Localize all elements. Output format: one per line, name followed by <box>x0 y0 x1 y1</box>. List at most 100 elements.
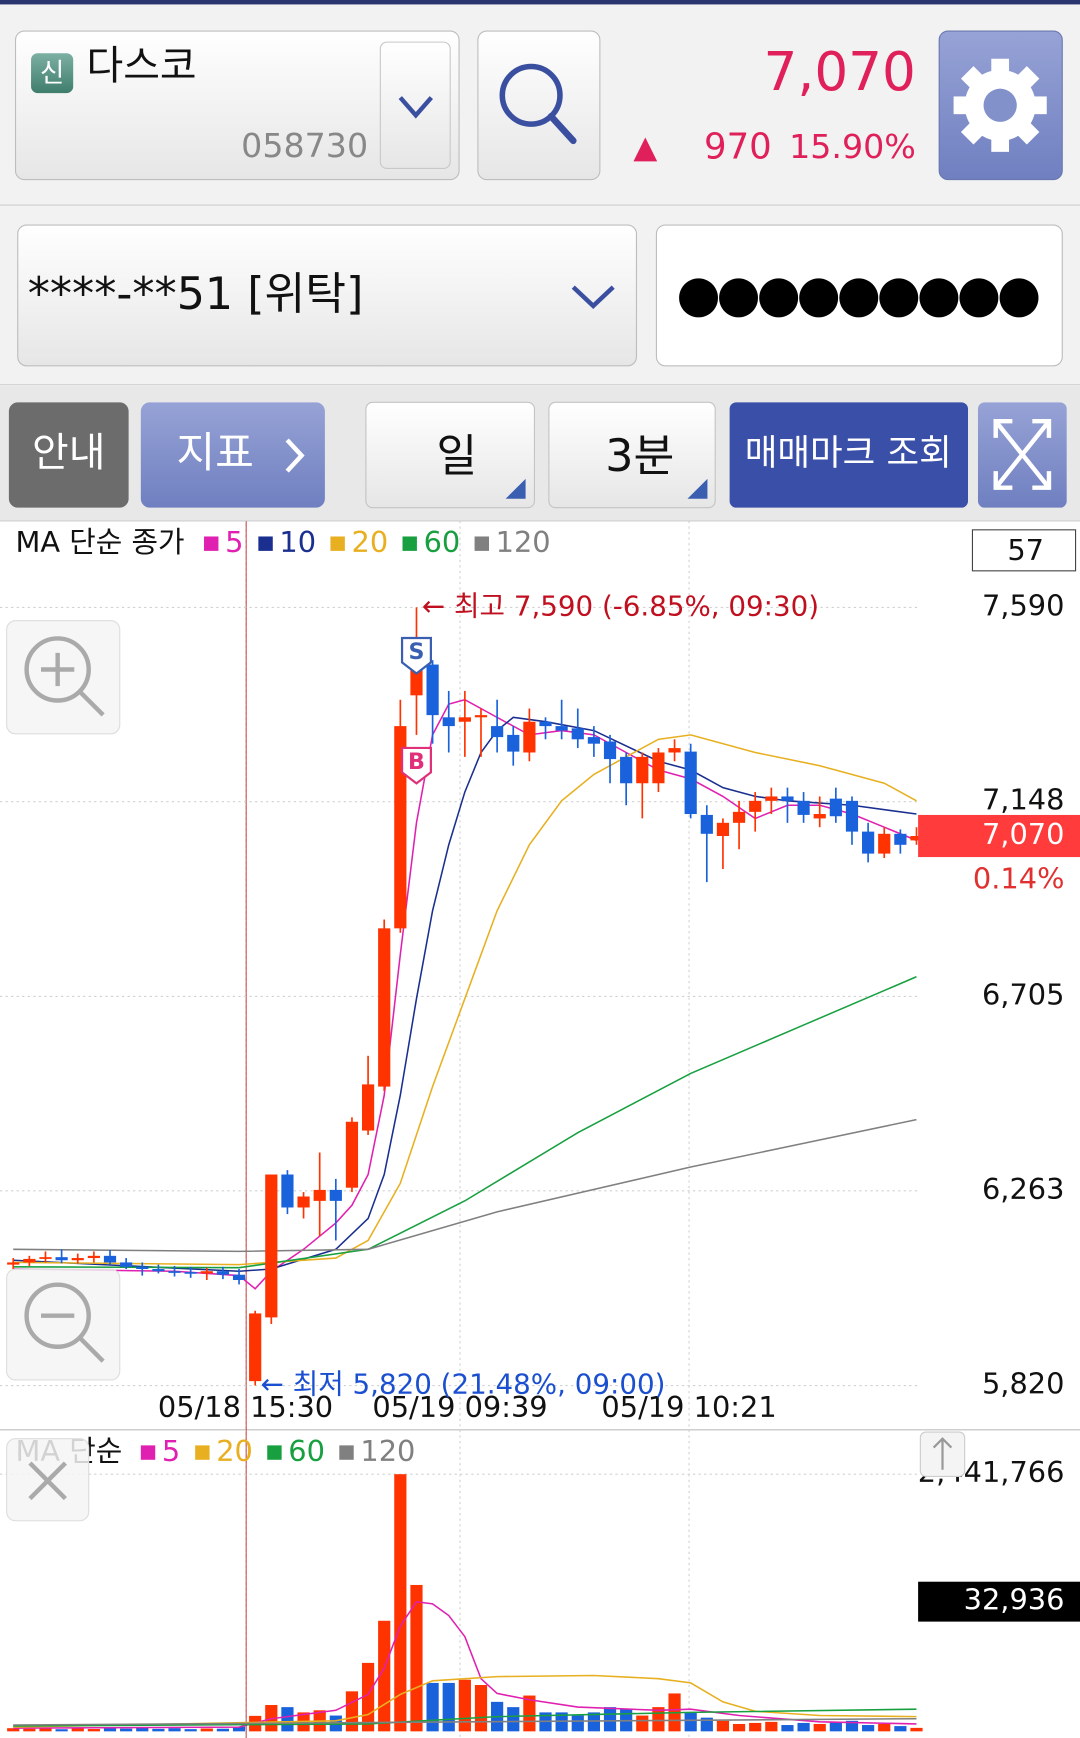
account-box[interactable] <box>17 224 638 367</box>
candle-body <box>523 721 536 753</box>
volume-bar <box>103 1728 117 1732</box>
candle-body <box>539 721 552 727</box>
candle-body <box>845 800 859 832</box>
legend-label: 120 <box>496 525 551 559</box>
candle-body <box>265 1174 278 1318</box>
candle-body <box>378 928 391 1087</box>
legend-label: 20 <box>351 525 388 559</box>
x-tick-label: 05/19 09:39 <box>372 1390 547 1424</box>
gear-icon <box>953 58 1047 152</box>
last-change: 0.14% <box>973 861 1065 895</box>
change: 970 <box>704 127 772 168</box>
volume-bar <box>700 1717 713 1732</box>
candle-body <box>458 717 471 722</box>
annotation: ← 최저 5,820 (21.48%, 09:00) <box>261 1368 666 1401</box>
candle-body <box>749 800 762 812</box>
legend-swatch <box>339 1445 354 1460</box>
candle-body <box>249 1313 262 1382</box>
y-tick-label: 7,590 <box>982 588 1064 622</box>
legend-label: 10 <box>279 525 316 559</box>
password-box[interactable] <box>655 224 1063 367</box>
volume-bar <box>410 1584 423 1732</box>
volume-bar <box>120 1728 133 1732</box>
volume-bar <box>587 1712 600 1732</box>
candle-body <box>862 831 875 854</box>
candle-body <box>281 1174 294 1208</box>
guide-button[interactable] <box>8 402 129 508</box>
volume-bar <box>749 1722 762 1732</box>
stock-box[interactable] <box>14 30 460 181</box>
interval-button[interactable] <box>548 401 716 509</box>
candle-body <box>410 668 423 696</box>
stock-dropdown[interactable] <box>379 41 451 170</box>
volume-bar <box>474 1685 488 1732</box>
search-icon-handle <box>547 113 577 145</box>
volume-bar <box>878 1723 891 1732</box>
candle-body <box>765 796 778 801</box>
candle-body <box>313 1189 326 1201</box>
legend-swatch <box>402 536 417 551</box>
candle-body <box>878 833 891 854</box>
x-tick-label: 05/18 15:30 <box>158 1390 333 1424</box>
ma-line <box>13 716 917 1273</box>
candle-body <box>813 814 826 819</box>
candle-body <box>168 1271 181 1273</box>
period-label: 일 <box>436 431 477 482</box>
search-button[interactable] <box>477 30 601 181</box>
candle-body <box>716 822 730 837</box>
volume-bar <box>442 1682 455 1732</box>
close-icon <box>28 1461 67 1501</box>
volume-bar <box>7 1728 20 1732</box>
candle-body <box>700 814 713 834</box>
volume-bar <box>55 1729 68 1732</box>
volume-bar <box>845 1720 859 1732</box>
volume-bar <box>894 1726 907 1732</box>
candle-body <box>184 1272 197 1274</box>
volume-bar <box>232 1726 246 1732</box>
corner-mark <box>687 478 708 499</box>
search-icon <box>499 63 563 127</box>
candle-body <box>152 1269 165 1272</box>
volume-bar <box>684 1712 697 1732</box>
volume-bar <box>507 1707 520 1732</box>
legend-label: 60 <box>288 1434 325 1468</box>
scroll-top-icon <box>932 1437 953 1470</box>
volume-bar <box>394 1474 407 1732</box>
volume-bar <box>862 1725 875 1732</box>
trade-marks-button[interactable] <box>729 402 969 508</box>
candle-body <box>652 752 665 784</box>
trade-marker-label: S <box>408 639 424 665</box>
chevron <box>571 285 615 309</box>
volume-bar <box>152 1728 165 1732</box>
candle-body <box>507 734 520 752</box>
legend-swatch <box>195 1445 210 1460</box>
volume-bar <box>345 1691 359 1732</box>
volume-bar <box>426 1682 439 1732</box>
candle-body <box>39 1257 52 1259</box>
legend-swatch <box>258 536 273 551</box>
volume-bar <box>571 1715 584 1732</box>
legend-title: MA 단순 종가 <box>16 525 185 559</box>
ma-line <box>13 1708 917 1727</box>
badge-text: 신 <box>40 58 64 89</box>
candle-body <box>426 664 439 716</box>
candle-body <box>474 715 488 718</box>
candle-body <box>829 798 842 817</box>
candle-body <box>329 1189 342 1201</box>
indicator-button[interactable] <box>140 402 325 508</box>
y-tick-label: 5,820 <box>982 1367 1064 1401</box>
volume-bar <box>361 1662 375 1732</box>
period-button[interactable] <box>365 401 536 509</box>
volume-bar <box>184 1729 197 1732</box>
candle-body <box>668 748 681 753</box>
last-volume-tag <box>918 1581 1080 1622</box>
candle-body <box>910 836 923 841</box>
candle-body <box>603 741 617 760</box>
candle-body <box>136 1266 149 1270</box>
ma-line <box>13 1717 917 1726</box>
candle-body <box>620 756 633 784</box>
current-price: 7,070 <box>764 41 916 103</box>
candle-body <box>55 1257 68 1261</box>
